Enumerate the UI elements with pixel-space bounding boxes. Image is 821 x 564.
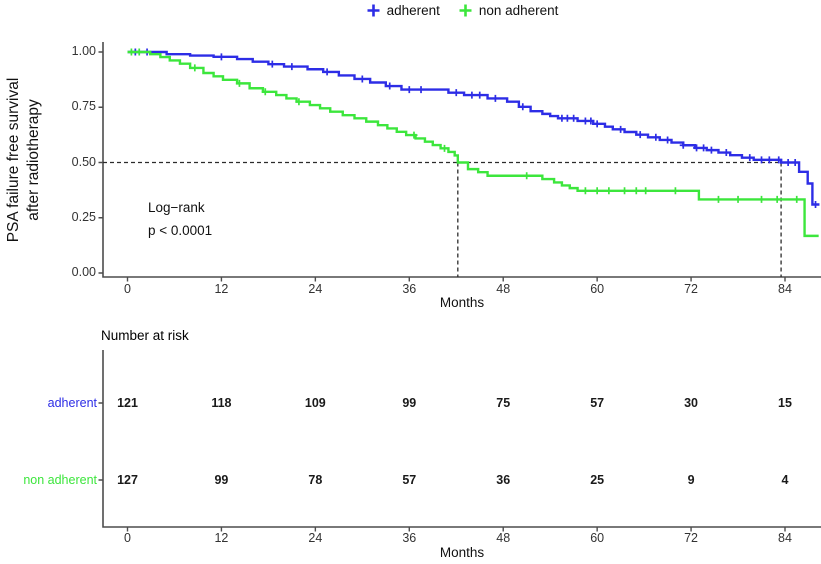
log-rank-annotation: Log−rank p < 0.0001 xyxy=(148,196,212,242)
risk-count: 9 xyxy=(687,473,695,487)
x-tick-label-main: 0 xyxy=(124,282,131,296)
x-tick-label-main: 48 xyxy=(496,282,511,296)
x-tick-label-risk: 60 xyxy=(590,531,605,545)
y-tick-label: 1.00 xyxy=(71,44,96,58)
x-tick-label-main: 84 xyxy=(778,282,792,296)
axis-ticks xyxy=(98,51,786,532)
legend-item-non-adherent: non adherent xyxy=(458,3,559,18)
x-tick-label-main: 36 xyxy=(402,282,417,296)
risk-count: 99 xyxy=(214,473,229,487)
p-value-label: p < 0.0001 xyxy=(148,223,213,238)
risk-count: 57 xyxy=(590,396,605,410)
x-tick-label-risk: 12 xyxy=(214,531,229,545)
x-axis-label-main: Months xyxy=(439,295,485,310)
risk-count: 127 xyxy=(117,473,138,487)
risk-count: 99 xyxy=(402,396,417,410)
x-tick-label-main: 24 xyxy=(308,282,323,296)
risk-count: 75 xyxy=(496,396,511,410)
y-tick-label: 0.50 xyxy=(71,154,96,169)
x-tick-label-main: 60 xyxy=(590,282,605,296)
legend-label-non-adherent: non adherent xyxy=(478,3,559,18)
risk-table-title: Number at risk xyxy=(101,328,189,343)
x-tick-label-risk: 72 xyxy=(684,531,699,545)
risk-count: 121 xyxy=(117,396,138,410)
y-tick-label: 0.75 xyxy=(71,99,96,114)
censor-marks-adherent xyxy=(131,48,820,208)
risk-count: 109 xyxy=(304,396,326,410)
risk-count: 4 xyxy=(781,473,789,487)
x-tick-label-risk: 48 xyxy=(496,531,511,545)
y-tick-label: 0.25 xyxy=(71,209,96,224)
log-rank-label: Log−rank xyxy=(148,200,205,215)
risk-count: 25 xyxy=(590,473,605,487)
x-tick-label-risk: 24 xyxy=(308,531,323,545)
risk-axes xyxy=(102,350,821,528)
risk-count: 30 xyxy=(684,396,699,410)
legend-item-adherent: adherent xyxy=(366,3,440,18)
risk-row-label-adherent: adherent xyxy=(47,396,97,410)
x-tick-label-main: 12 xyxy=(214,282,229,296)
risk-count: 36 xyxy=(496,473,511,487)
risk-count: 118 xyxy=(211,396,232,410)
y-tick-label: 0.00 xyxy=(71,265,96,279)
legend: adherent non adherent xyxy=(103,3,821,18)
legend-label-adherent: adherent xyxy=(386,3,440,18)
risk-count: 57 xyxy=(402,473,417,487)
censor-marks-non-adherent xyxy=(127,48,801,203)
main-axes xyxy=(102,42,821,278)
x-tick-label-main: 72 xyxy=(684,282,699,296)
censor-plus-icon-non-adherent xyxy=(459,4,472,17)
x-tick-label-risk: 84 xyxy=(778,531,792,545)
km-curve-adherent xyxy=(127,50,820,206)
risk-count: 15 xyxy=(778,396,792,410)
x-axis-label-risk: Months xyxy=(439,545,485,560)
risk-count: 78 xyxy=(308,473,323,487)
x-tick-label-risk: 0 xyxy=(124,531,131,545)
km-curve-non-adherent xyxy=(127,50,819,238)
risk-row-label-non-adherent: non adherent xyxy=(23,473,97,487)
censor-plus-icon-adherent xyxy=(367,4,380,17)
x-tick-label-risk: 36 xyxy=(402,531,417,545)
